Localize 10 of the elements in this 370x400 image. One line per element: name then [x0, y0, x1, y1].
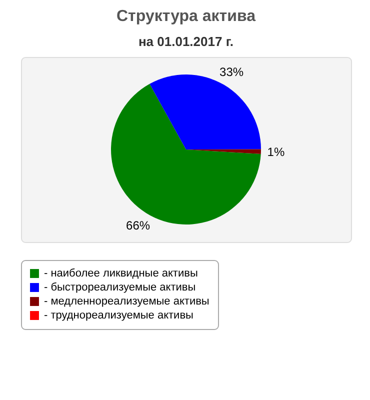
data-label: 66% [126, 218, 150, 233]
pie-slice [150, 74, 261, 150]
data-label: 1% [267, 145, 285, 159]
legend-label: - наиболее ликвидные активы [44, 268, 198, 280]
legend-label: - быстрореализуемые активы [44, 282, 196, 294]
chart-title: Структура актива [116, 8, 256, 25]
legend-label: - труднореализуемые активы [44, 310, 194, 322]
chart-subtitle: на 01.01.2017 г. [138, 34, 234, 49]
data-label: 33% [220, 64, 244, 79]
legend-label: - медленнореализуемые активы [44, 296, 210, 308]
